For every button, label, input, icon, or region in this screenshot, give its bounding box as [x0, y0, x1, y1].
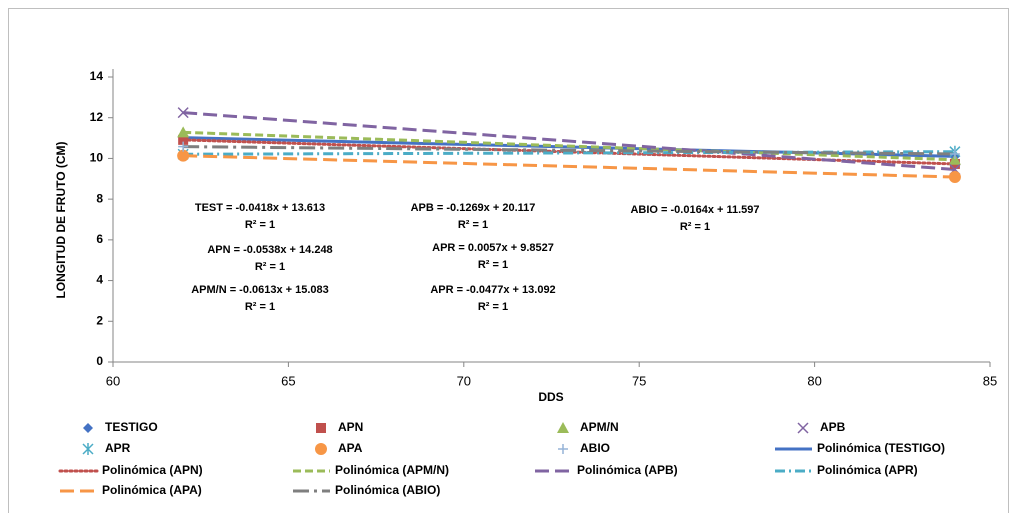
y-tick-label: 6: [96, 232, 103, 246]
x-tick-label: 75: [632, 373, 646, 388]
legend-marker: [558, 444, 568, 454]
legend-label: APB: [820, 420, 846, 434]
legend-label: ABIO: [580, 441, 610, 455]
legend-label: Polinómica (TESTIGO): [817, 441, 945, 455]
marker: [178, 141, 189, 152]
legend-label: TESTIGO: [105, 420, 158, 434]
trendline: [183, 145, 955, 156]
legend-label: Polinómica (APR): [817, 463, 918, 477]
r-squared: R² = 1: [245, 301, 275, 313]
r-squared: R² = 1: [245, 219, 275, 231]
r-squared: R² = 1: [680, 221, 710, 233]
legend-label: APM/N: [580, 420, 619, 434]
x-axis-title: DDS: [538, 390, 563, 404]
equation: ABIO = -0.0164x + 11.597: [630, 204, 759, 216]
trendline: [183, 130, 955, 162]
equation: TEST = -0.0418x + 13.613: [195, 202, 325, 214]
legend-label: APA: [338, 441, 363, 455]
marker: [177, 149, 190, 162]
chart-border: [8, 8, 1009, 513]
y-tick-label: 10: [90, 151, 104, 165]
legend-marker: [797, 422, 809, 434]
x-tick-label: 65: [281, 373, 295, 388]
legend-label: Polinómica (APM/N): [335, 463, 449, 477]
legend-label: APR: [105, 441, 131, 455]
x-tick-label: 60: [106, 373, 120, 388]
legend-marker: [83, 423, 93, 433]
legend-marker: [82, 443, 94, 455]
marker: [178, 134, 189, 145]
y-tick-label: 8: [96, 191, 103, 205]
legend-marker: [557, 422, 569, 433]
r-squared: R² = 1: [458, 219, 488, 231]
equation: APB = -0.1269x + 20.117: [411, 202, 536, 214]
legend-label: Polinómica (APA): [102, 483, 202, 497]
y-tick-label: 4: [96, 273, 103, 287]
legend-label: APN: [338, 420, 363, 434]
trendline: [183, 111, 956, 171]
y-tick-label: 0: [96, 354, 103, 368]
r-squared: R² = 1: [255, 261, 285, 273]
y-tick-label: 12: [90, 110, 104, 124]
equation: APR = 0.0057x + 9.8527: [432, 242, 554, 254]
y-tick-label: 14: [90, 69, 104, 83]
marker: [177, 126, 190, 138]
legend-label: Polinómica (ABIO): [335, 483, 440, 497]
legend-marker: [315, 443, 327, 455]
x-tick-label: 70: [457, 373, 471, 388]
r-squared: R² = 1: [478, 259, 508, 271]
equation: APR = -0.0477x + 13.092: [430, 284, 555, 296]
trendline: [183, 154, 955, 179]
marker: [948, 153, 961, 165]
equation: APN = -0.0538x + 14.248: [207, 244, 332, 256]
legend-label: Polinómica (APN): [102, 463, 203, 477]
x-tick-label: 80: [807, 373, 821, 388]
x-tick-label: 85: [983, 373, 997, 388]
y-tick-label: 2: [96, 313, 103, 327]
marker: [177, 107, 189, 119]
equation: APM/N = -0.0613x + 15.083: [191, 284, 329, 296]
marker: [949, 148, 960, 159]
legend-marker: [316, 423, 326, 433]
r-squared: R² = 1: [478, 301, 508, 313]
marker: [948, 171, 961, 184]
legend-label: Polinómica (APB): [577, 463, 678, 477]
y-axis-title: LONGITUD DE FRUTO (CM): [54, 141, 68, 298]
